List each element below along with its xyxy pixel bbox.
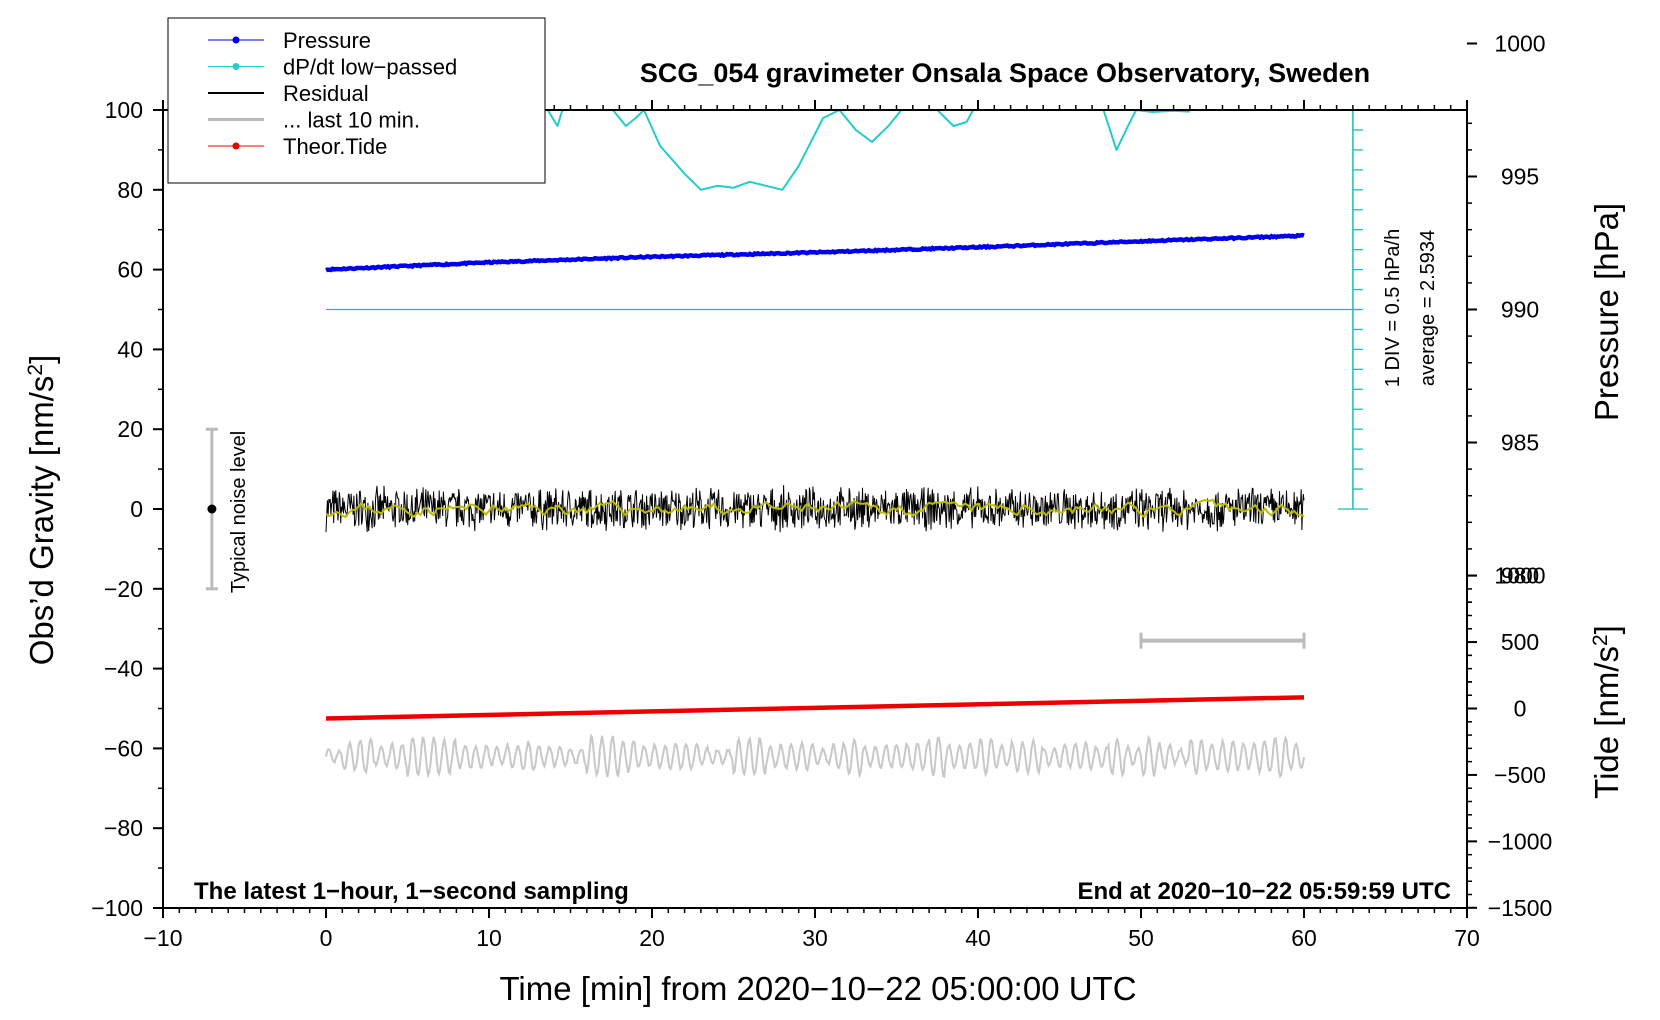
y-tick-label: 80 — [117, 177, 143, 203]
pressure-tick-label: 985 — [1501, 430, 1539, 456]
x-tick-label: 70 — [1454, 925, 1480, 951]
tide-tick-label: 0 — [1514, 696, 1527, 722]
x-tick-label: 40 — [965, 925, 991, 951]
y-tick-label: 100 — [105, 97, 143, 123]
legend-label: Pressure — [283, 28, 371, 53]
x-axis-title: Time [min] from 2020−10−22 05:00:00 UTC — [499, 970, 1136, 1007]
pressure-tick-label: 980 — [1501, 563, 1539, 589]
dpdt-series — [546, 110, 1190, 191]
x-tick-label: 60 — [1291, 925, 1317, 951]
legend-label: Theor.Tide — [283, 134, 387, 159]
tide-axis-title: Tide [nm/s2] — [1588, 625, 1625, 799]
x-tick-label: 30 — [802, 925, 828, 951]
y-tick-label: −40 — [104, 656, 143, 682]
pressure-tick-label: 990 — [1501, 297, 1539, 323]
tide-series — [325, 695, 1305, 721]
y-axis-title: Obs’d Gravity [nm/s2] — [23, 355, 60, 666]
tide-tick-label: −1500 — [1488, 895, 1553, 921]
pressure-tick-label: 1000 — [1494, 30, 1545, 56]
tide-tick-label: 500 — [1501, 629, 1539, 655]
legend-label: dP/dt low−passed — [283, 55, 457, 80]
legend-box — [167, 17, 546, 184]
legend-label: ... last 10 min. — [283, 108, 420, 133]
pressure-axis-title: Pressure [hPa] — [1588, 203, 1625, 421]
y-tick-label: 20 — [117, 416, 143, 442]
y-tick-label: −100 — [91, 895, 143, 921]
legend-marker — [232, 63, 240, 70]
average-label: average = 2.5934 — [1417, 230, 1439, 386]
legend-label: Residual — [283, 81, 369, 106]
y-tick-label: 0 — [130, 496, 143, 522]
sampling-note: The latest 1−hour, 1−second sampling — [194, 878, 629, 905]
pressure-tick-label: 995 — [1501, 163, 1539, 189]
axes: −10 0 10 20 30 40 50 60 70−100−80−60−40−20020406… — [91, 30, 1552, 951]
residual-series — [325, 485, 1305, 533]
x-tick-label: −10 — [143, 925, 182, 951]
y-tick-label: 60 — [117, 257, 143, 283]
noise-level-label: Typical noise level — [228, 431, 250, 593]
y-tick-label: 40 — [117, 336, 143, 362]
y-tick-label: −80 — [104, 815, 143, 841]
end-time-note: End at 2020−10−22 05:59:59 UTC — [1077, 878, 1451, 905]
y-tick-label: −60 — [104, 735, 143, 761]
pressure-series — [325, 232, 1305, 273]
legend-marker — [232, 36, 240, 44]
x-tick-label: 20 — [639, 925, 665, 951]
x-tick-label: 10 — [476, 925, 502, 951]
highpass-series — [325, 733, 1305, 779]
y-tick-label: −20 — [104, 576, 143, 602]
tide-tick-label: −500 — [1494, 762, 1546, 788]
tide-tick-label: 1000 — [1494, 563, 1545, 589]
div-label: 1 DIV = 0.5 hPa/h — [1382, 229, 1404, 387]
legend-marker — [232, 142, 240, 150]
residual-smoothed-series — [325, 498, 1305, 519]
tide-tick-label: −1000 — [1488, 828, 1553, 854]
noise-bar-dot — [207, 504, 217, 514]
x-tick-label: 0 — [320, 925, 333, 951]
plot-area — [205, 109, 1368, 779]
x-tick-label: 50 — [1128, 925, 1154, 951]
chart-title: SCG_054 gravimeter Onsala Space Observat… — [640, 58, 1370, 88]
